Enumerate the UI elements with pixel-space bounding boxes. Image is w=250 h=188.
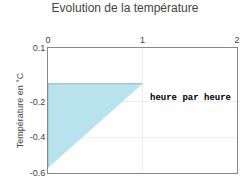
- svg-text:Evolution de la température: Evolution de la température: [52, 1, 199, 15]
- svg-text:-0.6: -0.6: [30, 168, 46, 178]
- svg-text:heure par heure: heure par heure: [150, 93, 231, 103]
- svg-text:Température en °C: Température en °C: [15, 72, 25, 148]
- svg-text:-0.4: -0.4: [30, 132, 46, 142]
- svg-text:0: 0: [45, 35, 50, 45]
- svg-text:0.1: 0.1: [33, 43, 46, 53]
- svg-text:2: 2: [234, 35, 239, 45]
- svg-text:1: 1: [140, 35, 145, 45]
- svg-text:-0.2: -0.2: [30, 97, 46, 107]
